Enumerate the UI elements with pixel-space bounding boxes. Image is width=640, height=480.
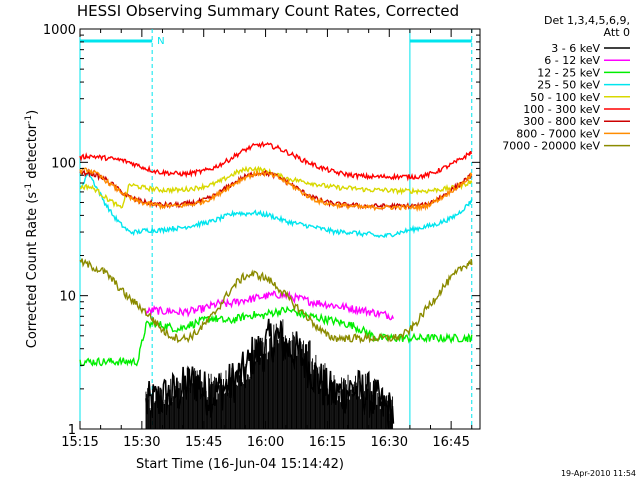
series-line	[79, 140, 473, 182]
plot-area: N 1 10 100 1000 15:15 15:30 15:45 16:00 16:15 16…	[43, 23, 481, 450]
y-tick-label: 100	[51, 156, 76, 171]
y-tick-label: 10	[59, 290, 76, 305]
series-1	[145, 290, 395, 321]
x-axis-label: Start Time (16-Jun-04 15:14:42)	[136, 457, 344, 472]
legend-label: 100 - 300 keV	[523, 103, 600, 116]
legend-label: 25 - 50 keV	[537, 79, 600, 92]
chart-title: HESSI Observing Summary Count Rates, Cor…	[77, 2, 459, 20]
x-tick-label: 16:30	[371, 435, 408, 450]
legend-label: 800 - 7000 keV	[516, 127, 600, 140]
series-8	[79, 258, 473, 344]
legend-label: 3 - 6 keV	[551, 42, 600, 55]
night-marker-label: N	[157, 36, 164, 47]
y-tick-label: 1	[68, 423, 76, 438]
x-tick-label: 15:30	[123, 435, 160, 450]
series-line	[79, 258, 473, 344]
y-axis-label: Corrected Count Rate (s-1 detector-1)	[24, 110, 40, 348]
series-line	[79, 305, 473, 367]
series-0	[145, 318, 395, 430]
series-line	[79, 167, 473, 213]
timestamp: 19-Apr-2010 11:54	[561, 469, 636, 478]
x-tick-label: 16:00	[247, 435, 284, 450]
series-7	[79, 167, 473, 213]
series-layer	[79, 140, 473, 430]
legend-label: 50 - 100 keV	[530, 91, 600, 104]
legend-label: 6 - 12 keV	[544, 54, 600, 67]
series-3	[79, 169, 473, 239]
legend-label: 12 - 25 keV	[537, 66, 600, 79]
legend-header-line2: Att 0	[604, 26, 630, 39]
legend-header-line1: Det 1,3,4,5,6,9,	[544, 14, 630, 27]
legend-label: 300 - 800 keV	[523, 115, 600, 128]
y-ticks: 1 10 100 1000	[43, 23, 480, 438]
series-2	[79, 305, 473, 367]
legend-label: 7000 - 20000 keV	[502, 140, 600, 153]
series-5	[79, 140, 473, 182]
series-line	[79, 169, 473, 239]
x-tick-label: 15:15	[61, 435, 98, 450]
x-ticks: 15:15 15:30 15:45 16:00 16:15 16:30 16:45	[61, 29, 473, 450]
series-4	[79, 165, 473, 209]
x-tick-label: 16:15	[309, 435, 346, 450]
y-tick-label: 1000	[43, 23, 76, 38]
x-tick-label: 15:45	[185, 435, 222, 450]
x-tick-label: 16:45	[432, 435, 469, 450]
series-line	[145, 290, 395, 321]
series-line	[79, 165, 473, 209]
